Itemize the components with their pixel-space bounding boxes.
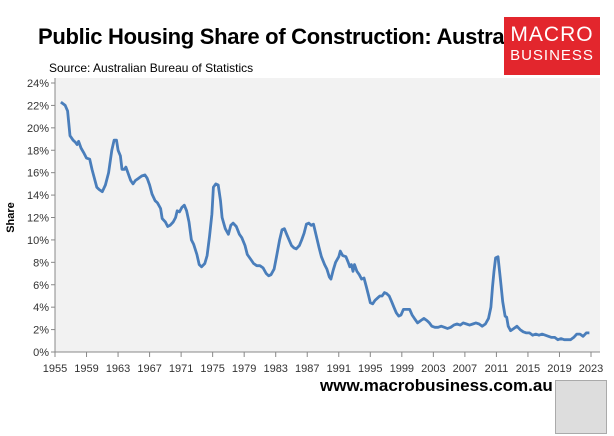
x-tick-label: 1971 [169, 363, 193, 375]
x-tick-label: 2007 [453, 363, 477, 375]
y-tick-label: 2% [33, 325, 49, 337]
x-tick-label: 1995 [358, 363, 382, 375]
x-tick-label: 1967 [137, 363, 161, 375]
x-tick-label: 2003 [421, 363, 445, 375]
x-tick-label: 2011 [485, 363, 509, 375]
macrobusiness-logo: MACRO BUSINESS [504, 17, 600, 75]
chart-source: Source: Australian Bureau of Statistics [49, 61, 254, 75]
y-tick-label: 24% [27, 78, 49, 90]
y-tick-label: 12% [27, 213, 49, 225]
wolf-logo-icon [555, 380, 607, 434]
x-tick-label: 1979 [232, 363, 256, 375]
y-tick-label: 6% [33, 280, 49, 292]
x-tick-label: 2023 [579, 363, 603, 375]
x-tick-label: 1999 [390, 363, 414, 375]
plot-area [55, 78, 600, 352]
x-tick-label: 1975 [200, 363, 224, 375]
x-tick-label: 1991 [327, 363, 351, 375]
x-tick-label: 1955 [43, 363, 67, 375]
logo-line2: BUSINESS [510, 47, 594, 64]
y-tick-label: 18% [27, 145, 49, 157]
website-url: www.macrobusiness.com.au [320, 376, 553, 395]
y-tick-label: 22% [27, 100, 49, 112]
y-tick-label: 14% [27, 190, 49, 202]
y-tick-label: 4% [33, 302, 49, 314]
x-tick-label: 2015 [516, 363, 540, 375]
x-tick-label: 1959 [74, 363, 98, 375]
x-tick-label: 1983 [263, 363, 287, 375]
y-tick-label: 0% [33, 347, 49, 359]
y-tick-label: 20% [27, 123, 49, 135]
logo-line1: MACRO [510, 23, 594, 46]
y-tick-label: 8% [33, 257, 49, 269]
x-tick-label: 2019 [547, 363, 571, 375]
y-tick-label: 10% [27, 235, 49, 247]
y-tick-label: 16% [27, 168, 49, 180]
y-axis-label: Share [5, 202, 17, 233]
chart-title: Public Housing Share of Construction: Au… [38, 24, 528, 49]
x-tick-label: 1963 [106, 363, 130, 375]
series-line [60, 100, 590, 342]
x-tick-label: 1987 [295, 363, 319, 375]
